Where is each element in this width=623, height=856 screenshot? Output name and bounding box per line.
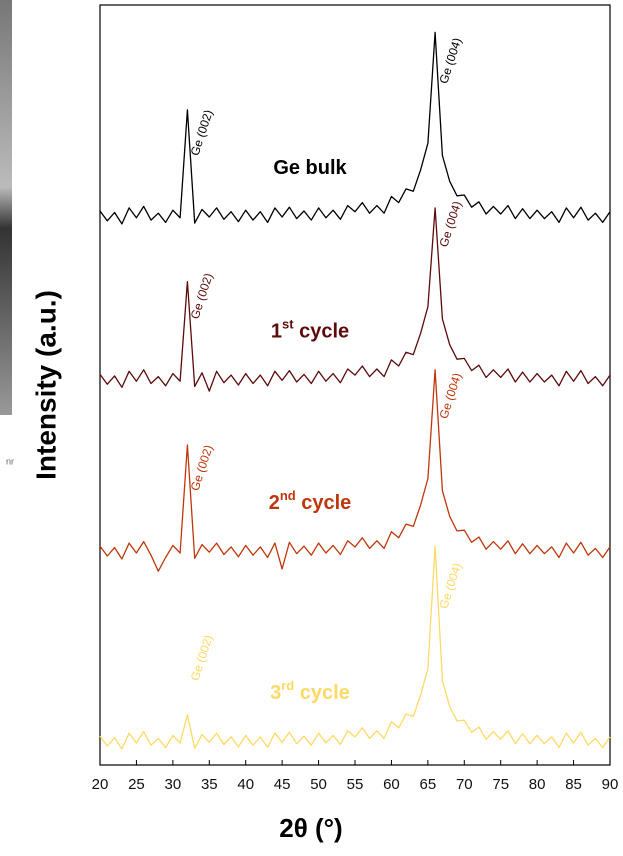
x-tick-label: 35 — [201, 776, 218, 793]
series-label: Ge bulk — [273, 157, 347, 179]
x-tick-label: 80 — [529, 776, 546, 793]
peak-label: Ge (002) — [188, 271, 216, 320]
x-tick-label: 85 — [565, 776, 582, 793]
cropped-image — [0, 0, 12, 415]
peak-label: Ge (004) — [436, 561, 464, 610]
series-line — [99, 31, 611, 225]
x-tick-label: 50 — [310, 776, 327, 793]
x-tick-label: 70 — [456, 776, 473, 793]
x-tick-label: 20 — [92, 776, 109, 793]
series-label: 3rd cycle — [270, 679, 350, 705]
x-tick-label: 55 — [347, 776, 364, 793]
side-text: nr — [6, 456, 14, 466]
peak-label: Ge (002) — [188, 108, 216, 157]
series-label: 1st cycle — [271, 317, 349, 343]
peak-label: Ge (004) — [436, 199, 464, 248]
x-tick-label: 25 — [128, 776, 145, 793]
peak-label: Ge (004) — [436, 371, 464, 420]
plot-frame — [99, 4, 611, 766]
series-label: 2nd cycle — [269, 489, 352, 515]
x-tick-label: 65 — [420, 776, 437, 793]
x-axis-label: 2θ (°) — [279, 813, 342, 843]
x-tick-label: 75 — [492, 776, 509, 793]
peak-label: Ge (004) — [436, 36, 464, 85]
peak-label: Ge (002) — [188, 633, 216, 682]
x-tick-label: 30 — [165, 776, 182, 793]
series-line — [99, 369, 611, 572]
x-tick-label: 90 — [602, 776, 619, 793]
x-tick-label: 45 — [274, 776, 291, 793]
series-line — [99, 207, 611, 392]
x-tick-label: 40 — [237, 776, 254, 793]
x-tick-label: 60 — [383, 776, 400, 793]
peak-label: Ge (002) — [188, 443, 216, 492]
y-axis-label: Intensity (a.u.) — [30, 290, 61, 480]
series-line — [99, 545, 611, 750]
